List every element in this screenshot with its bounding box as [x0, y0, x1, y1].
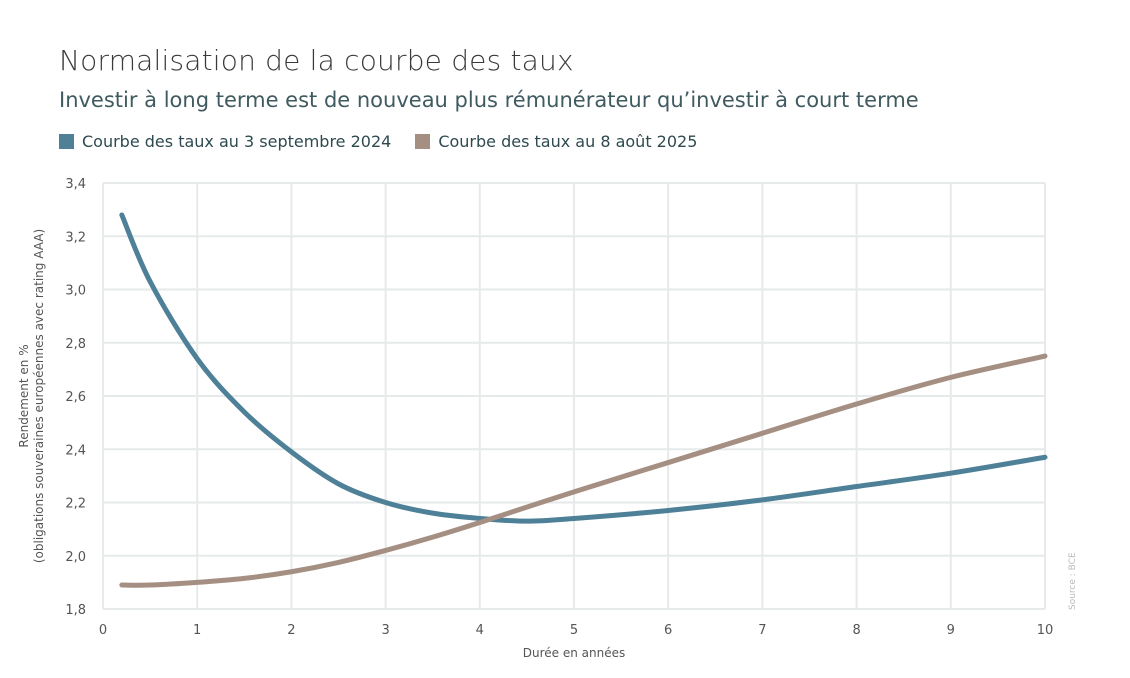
x-tick-label: 5: [570, 623, 578, 638]
legend-swatch-2025: [415, 134, 431, 149]
legend-item-2025: Courbe des taux au 8 août 2025: [415, 132, 697, 151]
y-tick-label: 2,4: [65, 443, 86, 458]
y-tick-label: 2,2: [65, 497, 86, 512]
legend: Courbe des taux au 3 septembre 2024 Cour…: [59, 132, 697, 151]
x-tick-label: 0: [99, 623, 107, 638]
x-tick-label: 6: [664, 623, 672, 638]
x-tick-label: 10: [1037, 623, 1054, 638]
x-tick-label: 9: [947, 623, 955, 638]
y-tick-label: 2,8: [65, 337, 86, 352]
x-axis-label: Durée en années: [523, 646, 625, 660]
y-tick-label: 3,0: [65, 284, 86, 299]
legend-item-2024: Courbe des taux au 3 septembre 2024: [59, 132, 391, 151]
legend-label-2024: Courbe des taux au 3 septembre 2024: [82, 132, 392, 151]
y-tick-label: 2,6: [65, 390, 86, 405]
x-tick-label: 4: [476, 623, 484, 638]
y-axis-label-line1: Rendement en %: [17, 344, 31, 447]
y-tick-label: 1,8: [65, 603, 86, 618]
chart-title: Normalisation de la courbe des taux: [59, 44, 574, 77]
series-line-1: [119, 353, 1048, 588]
x-tick-label: 3: [381, 623, 389, 638]
chart-subtitle: Investir à long terme est de nouveau plu…: [59, 88, 919, 112]
y-tick-label: 3,2: [65, 230, 86, 245]
source-note: Source : BCE: [1068, 552, 1078, 610]
x-tick-label: 7: [758, 623, 766, 638]
y-tick-label: 2,0: [65, 550, 86, 565]
x-tick-label: 1: [193, 623, 201, 638]
x-tick-label: 8: [852, 623, 860, 638]
y-axis-label-line2: (obligations souveraines européennes ave…: [32, 229, 46, 563]
series-line-0: [119, 212, 1048, 524]
legend-swatch-2024: [59, 134, 74, 149]
legend-label-2025: Courbe des taux au 8 août 2025: [438, 132, 698, 151]
x-tick-label: 2: [287, 623, 295, 638]
y-tick-label: 3,4: [65, 177, 86, 192]
